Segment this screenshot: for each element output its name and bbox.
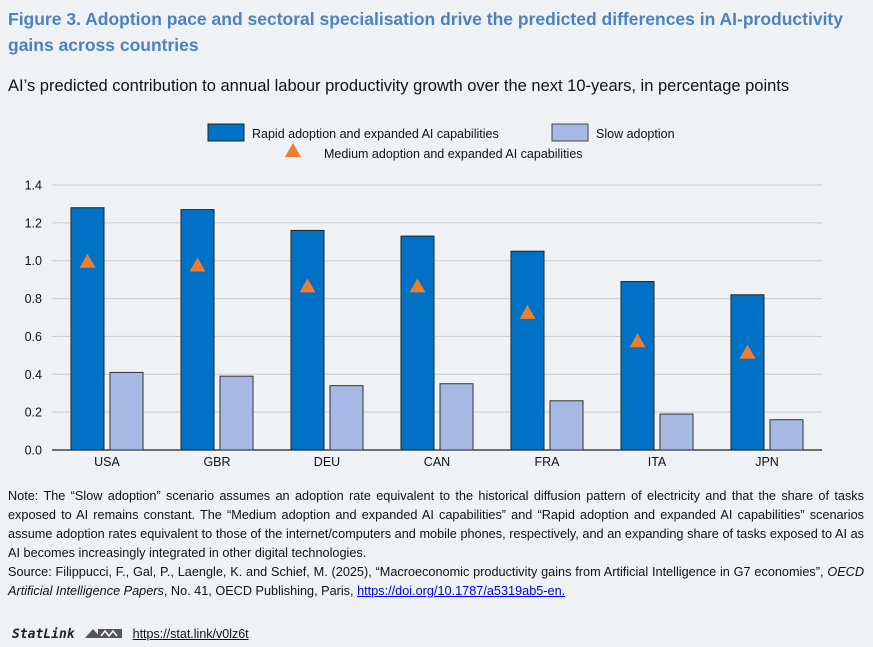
chart-legend: Rapid adoption and expanded AI capabilit… (207, 123, 675, 161)
marker-medium-fra (519, 304, 536, 319)
note-text: Note: The “Slow adoption” scenario assum… (8, 489, 864, 560)
bar-rapid-can (400, 235, 435, 451)
bars (70, 207, 804, 451)
y-tick-label: 1.4 (25, 179, 42, 193)
bar-chart: Rapid adoption and expanded AI capabilit… (25, 123, 822, 469)
y-tick-label: 0.2 (25, 406, 42, 420)
legend-marker-medium (285, 143, 301, 157)
chart-subtitle: AI’s predicted contribution to annual la… (8, 77, 790, 95)
legend-swatch-rapid (207, 123, 245, 142)
y-tick-label: 0.4 (25, 368, 42, 382)
x-tick-label: USA (94, 455, 120, 469)
legend-swatch-slow (551, 123, 589, 142)
y-tick-label: 1.0 (25, 254, 42, 268)
source-series: OECD Artificial Intelligence Papers (8, 565, 864, 598)
statlink-logo-icon (83, 626, 125, 643)
legend-label-rapid: Rapid adoption and expanded AI capabilit… (252, 127, 499, 141)
markers (79, 253, 756, 359)
figure-title: Figure 3. Adoption pace and sectoral spe… (8, 9, 843, 55)
y-tick-label: 0.6 (25, 330, 42, 344)
doi-link[interactable]: https://doi.org/10.1787/a5319ab5-en. (357, 584, 566, 598)
x-tick-label: CAN (424, 455, 450, 469)
marker-medium-deu (299, 278, 316, 293)
source-text: Source: Filippucci, F., Gal, P., Laengle… (8, 563, 864, 601)
marker-medium-gbr (189, 257, 206, 272)
marker-medium-ita (629, 333, 646, 348)
bar-slow-jpn (769, 419, 804, 451)
statlink-bar: StatLink https://stat.link/v0lz6t (12, 624, 249, 644)
source-prefix: Source: Filippucci, F., Gal, P., Laengle… (8, 565, 828, 579)
x-tick-label: JPN (755, 455, 779, 469)
x-axis-labels: USA GBR DEU CAN FRA ITA JPN (94, 455, 779, 469)
x-tick-label: FRA (535, 455, 561, 469)
y-tick-label: 0.8 (25, 292, 42, 306)
y-axis-ticks: 0.0 0.2 0.4 0.6 0.8 1.0 1.2 1.4 (25, 179, 42, 458)
y-gridlines (52, 184, 822, 451)
marker-medium-usa (79, 253, 96, 268)
statlink-url[interactable]: https://stat.link/v0lz6t (132, 627, 249, 641)
y-tick-label: 1.2 (25, 216, 42, 230)
source-suffix: , No. 41, OECD Publishing, Paris, (163, 584, 358, 598)
bar-slow-ita (659, 413, 694, 451)
bar-rapid-ita (620, 281, 655, 451)
bar-rapid-fra (510, 250, 545, 451)
bar-slow-can (439, 383, 474, 451)
x-tick-label: DEU (314, 455, 340, 469)
bar-slow-deu (329, 385, 364, 451)
statlink-brand: StatLink (12, 626, 75, 642)
chart-notes: Note: The “Slow adoption” scenario assum… (8, 487, 864, 601)
bar-slow-usa (109, 371, 144, 451)
legend-label-medium: Medium adoption and expanded AI capabili… (324, 147, 583, 161)
marker-medium-can (409, 278, 426, 293)
legend-label-slow: Slow adoption (596, 127, 675, 141)
bar-rapid-gbr (180, 209, 215, 451)
bar-rapid-deu (290, 229, 325, 451)
bar-rapid-usa (70, 207, 105, 451)
x-tick-label: GBR (203, 455, 230, 469)
bar-rapid-jpn (730, 294, 765, 451)
x-tick-label: ITA (648, 455, 667, 469)
y-tick-label: 0.0 (25, 444, 42, 458)
bar-slow-fra (549, 400, 584, 451)
bar-slow-gbr (219, 375, 254, 451)
marker-medium-jpn (739, 344, 756, 359)
